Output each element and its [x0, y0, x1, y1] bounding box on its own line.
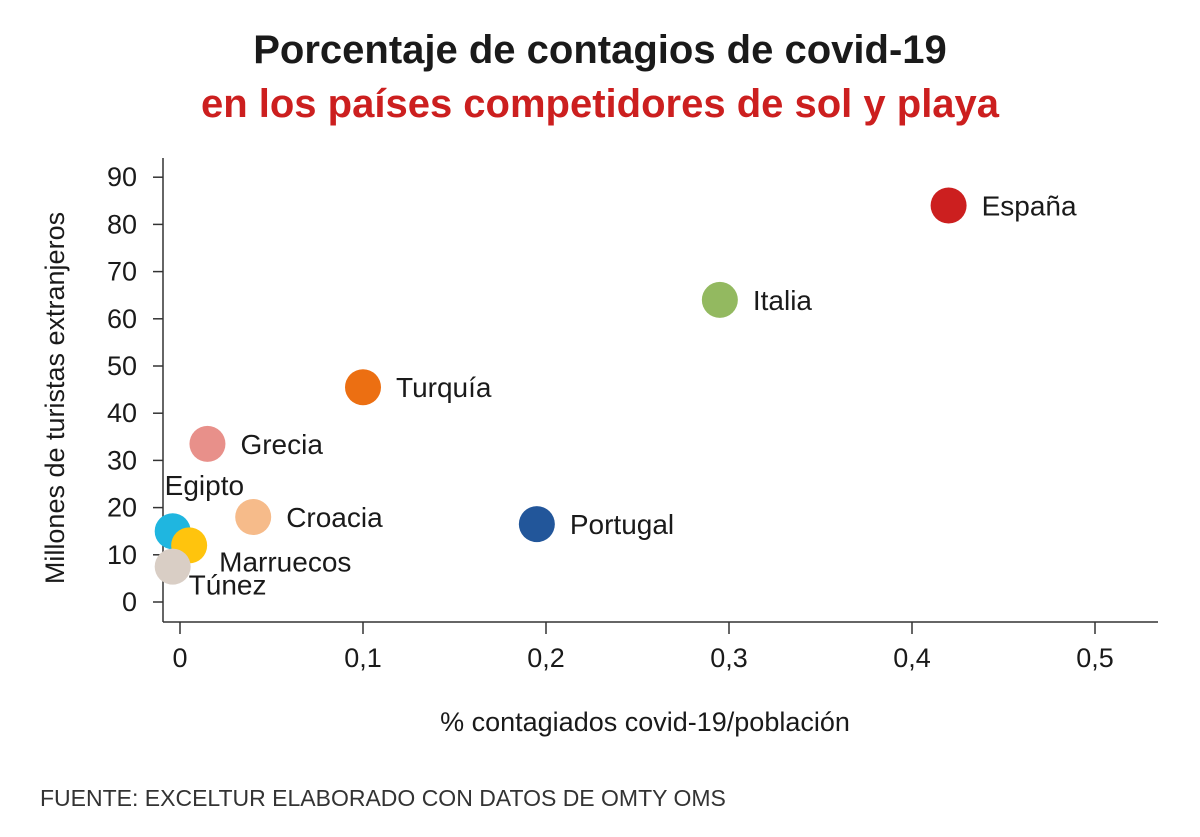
source-note: FUENTE: EXCELTUR ELABORADO CON DATOS DE …	[40, 785, 726, 811]
y-tick-label: 80	[107, 209, 137, 239]
x-tick-label: 0,4	[893, 643, 931, 673]
y-axis-label: Millones de turistas extranjeros	[40, 212, 70, 584]
data-point	[930, 187, 967, 224]
data-point	[154, 548, 191, 585]
data-point	[701, 281, 738, 318]
data-point-label: Croacia	[286, 502, 383, 533]
data-point-label: Egipto	[165, 470, 244, 501]
x-tick-label: 0	[172, 643, 187, 673]
data-point-label: Túnez	[189, 570, 267, 601]
y-tick-label: 0	[122, 587, 137, 617]
data-point-label: Turquía	[396, 372, 492, 403]
chart-title: Porcentaje de contagios de covid-19	[253, 28, 947, 72]
tick-labels: 0 10 20 30 40 50 60 70 80 90 0 0,1 0,2 0,3 0,4 0,5	[107, 162, 1114, 673]
data-point	[189, 425, 226, 462]
y-tick-label: 40	[107, 398, 137, 428]
data-point-label: Marruecos	[219, 546, 351, 577]
data-point-label: Portugal	[570, 509, 674, 540]
x-tick-label: 0,5	[1076, 643, 1114, 673]
data-point-label: Italia	[753, 285, 813, 316]
y-tick-label: 60	[107, 304, 137, 334]
data-point	[345, 369, 381, 406]
x-tick-label: 0,2	[527, 643, 565, 673]
data-point	[235, 499, 272, 536]
y-tick-label: 30	[107, 445, 137, 475]
chart-subtitle: en los países competidores de sol y play…	[200, 82, 1000, 126]
x-tick-label: 0,3	[710, 643, 748, 673]
data-point-label: Grecia	[240, 429, 323, 460]
data-points: España Italia Turquía Grecia Portugal Croacia…	[154, 187, 1077, 601]
y-tick-label: 90	[107, 162, 137, 192]
x-tick-label: 0,1	[344, 643, 382, 673]
y-tick-label: 10	[107, 540, 137, 570]
x-axis-label: % contagiados covid-19/población	[440, 707, 850, 737]
data-point-label: España	[982, 191, 1077, 222]
y-tick-label: 70	[107, 257, 137, 287]
data-point	[518, 506, 555, 543]
y-tick-label: 20	[107, 493, 137, 523]
y-tick-label: 50	[107, 351, 137, 381]
